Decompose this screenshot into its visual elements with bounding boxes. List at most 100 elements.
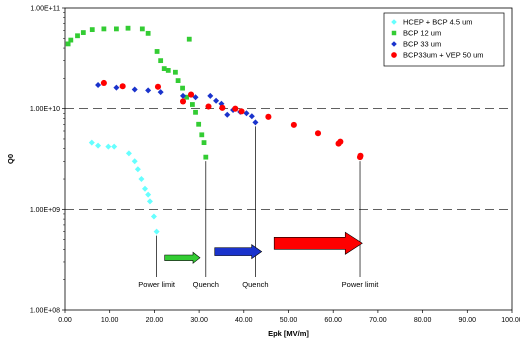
- data-point: [192, 94, 199, 101]
- data-point: [142, 185, 149, 192]
- data-point: [114, 26, 119, 32]
- data-point: [186, 36, 192, 42]
- series-points: [88, 139, 160, 235]
- x-tick-label: 20.00: [146, 317, 164, 324]
- x-tick-label: 90.00: [459, 317, 477, 324]
- data-point: [119, 83, 126, 90]
- data-point: [180, 85, 185, 91]
- grid-lines: [65, 108, 512, 210]
- data-point: [131, 86, 138, 93]
- data-point: [157, 89, 164, 96]
- data-points: [65, 25, 364, 235]
- legend-marker: [391, 41, 397, 47]
- data-point: [189, 102, 195, 107]
- series-points: [65, 25, 209, 160]
- data-point: [154, 49, 160, 54]
- x-tick-label: 10.00: [101, 317, 119, 324]
- legend-entry: BCP33um + VEP 50 um: [403, 51, 484, 60]
- data-point: [139, 26, 145, 32]
- y-axis-label: Q0: [6, 154, 15, 164]
- annotation-label: Power limit: [138, 280, 176, 289]
- legend-marker: [391, 30, 397, 36]
- data-point: [154, 83, 162, 90]
- series-points: [95, 81, 259, 126]
- data-point: [131, 158, 138, 165]
- legend-entry: HCEP + BCP 4.5 um: [403, 18, 473, 27]
- legend: HCEP + BCP 4.5 um BCP 12 um BCP 33 um BCP33…: [383, 12, 505, 67]
- y-tick-label: 1.00E+11: [30, 6, 60, 13]
- data-point: [105, 143, 112, 150]
- x-tick-label: 70.00: [369, 317, 387, 324]
- data-point: [111, 143, 118, 150]
- arrows: [164, 231, 363, 264]
- data-point: [207, 92, 214, 99]
- data-point: [248, 113, 255, 120]
- x-tick-label: 40.00: [235, 317, 253, 324]
- data-point: [179, 98, 187, 105]
- data-point: [290, 121, 297, 128]
- legend-marker: [391, 52, 397, 58]
- legend-entry: BCP 12 um: [403, 29, 441, 38]
- x-tick-label: 60.00: [324, 317, 342, 324]
- data-point: [193, 109, 198, 115]
- data-point: [75, 33, 80, 39]
- data-point: [95, 142, 102, 149]
- direction-arrow: [164, 251, 201, 264]
- series-points: [100, 79, 364, 161]
- y-tick-label: 1.00E+09: [30, 207, 60, 214]
- data-point: [205, 103, 212, 110]
- legend-box: [383, 12, 505, 67]
- data-point: [314, 130, 322, 137]
- data-point: [89, 27, 95, 33]
- data-point: [357, 152, 364, 159]
- x-tick-label: 30.00: [190, 317, 208, 324]
- data-point: [138, 176, 145, 183]
- data-point: [196, 121, 202, 127]
- data-point: [201, 140, 207, 146]
- data-point: [158, 58, 164, 64]
- x-tick-label: 80.00: [414, 317, 432, 324]
- data-point: [101, 26, 107, 32]
- x-tick-label: 50.00: [280, 317, 298, 324]
- data-point: [175, 78, 181, 84]
- data-point: [165, 67, 171, 73]
- data-point: [184, 94, 189, 100]
- annotation-label: Quench: [242, 280, 268, 289]
- direction-arrow: [273, 231, 363, 255]
- legend-marker: [391, 19, 397, 25]
- legend-entry: BCP 33 um: [403, 40, 441, 49]
- data-point: [146, 198, 153, 205]
- data-point: [180, 92, 187, 99]
- direction-arrow: [214, 244, 263, 260]
- y-axis-ticks: 1.00E+08 1.00E+09 1.00E+10 1.00E+11: [30, 6, 65, 315]
- data-point: [65, 41, 71, 47]
- data-point: [150, 213, 157, 220]
- data-point: [337, 138, 344, 145]
- data-point: [203, 154, 209, 160]
- data-point: [161, 66, 167, 72]
- annotation-label: Quench: [193, 280, 219, 289]
- data-point: [213, 97, 220, 104]
- data-point: [95, 81, 102, 88]
- data-point: [100, 79, 107, 87]
- data-point: [173, 69, 178, 75]
- x-tick-label: 100.00: [501, 317, 520, 324]
- x-axis-ticks: 0.00 10.00 20.00 30.00 40.00 50.00 60.00 70.00 8…: [58, 310, 520, 324]
- data-point: [145, 191, 152, 198]
- x-axis-label: Epk [MV/m]: [268, 329, 309, 338]
- data-point: [219, 104, 226, 111]
- annotation-label: Power limit: [342, 280, 380, 289]
- data-point: [125, 150, 132, 157]
- data-point: [88, 139, 95, 146]
- data-point: [153, 228, 160, 235]
- data-point: [243, 110, 250, 117]
- data-point: [145, 30, 151, 36]
- y-tick-label: 1.00E+08: [30, 308, 60, 315]
- data-point: [113, 84, 120, 91]
- data-point: [125, 25, 131, 31]
- data-point: [265, 113, 272, 120]
- data-point: [68, 37, 74, 43]
- data-point: [232, 105, 239, 112]
- data-point: [238, 108, 245, 115]
